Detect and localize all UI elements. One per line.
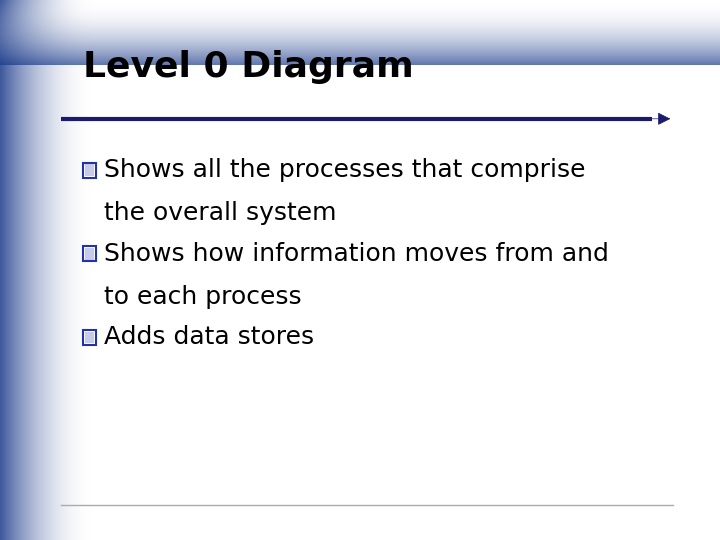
Bar bbox=[83, 330, 96, 345]
Bar bbox=[85, 248, 94, 260]
Text: Shows how information moves from and: Shows how information moves from and bbox=[104, 242, 609, 266]
Bar bbox=[85, 164, 94, 176]
Text: Level 0 Diagram: Level 0 Diagram bbox=[83, 50, 413, 84]
Text: Shows all the processes that comprise: Shows all the processes that comprise bbox=[104, 158, 586, 182]
Text: Adds data stores: Adds data stores bbox=[104, 326, 315, 349]
Text: to each process: to each process bbox=[104, 285, 302, 309]
Text: the overall system: the overall system bbox=[104, 201, 337, 225]
Bar bbox=[83, 163, 96, 178]
Bar bbox=[83, 246, 96, 261]
Bar bbox=[85, 332, 94, 343]
